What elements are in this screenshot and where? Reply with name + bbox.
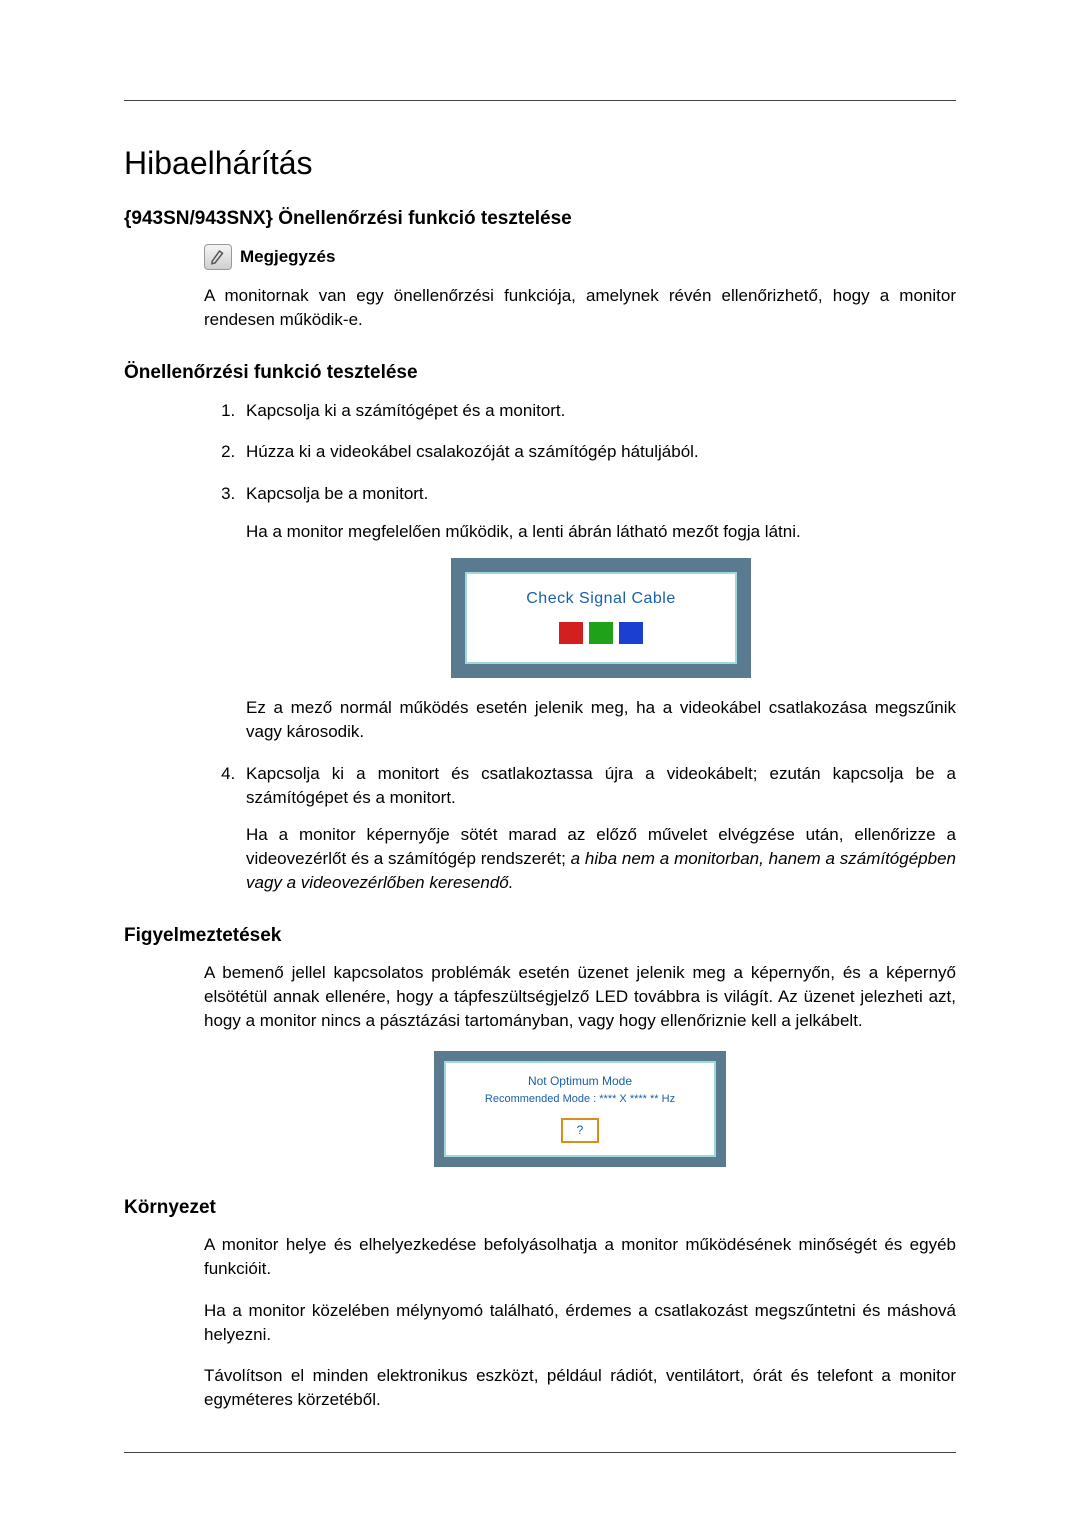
step-4-text: Kapcsolja ki a monitort és csatlakoztass… (246, 764, 956, 807)
step-4: Kapcsolja ki a monitort és csatlakoztass… (240, 762, 956, 895)
warnings-p1: A bemenő jellel kapcsolatos problémák es… (204, 961, 956, 1032)
env-p1: A monitor helye és elhelyezkedése befoly… (204, 1233, 956, 1281)
figure1-squares (477, 622, 725, 644)
figure-check-signal: Check Signal Cable (246, 558, 956, 678)
square-red (559, 622, 583, 644)
env-p3: Távolítson el minden elektronikus eszköz… (204, 1364, 956, 1412)
figure1-text: Check Signal Cable (477, 588, 725, 610)
heading-selftest: Önellenőrzési funkció tesztelése (124, 360, 956, 387)
heading-environment: Környezet (124, 1195, 956, 1222)
figure2-question: ? (561, 1118, 600, 1143)
figure2-line1: Not Optimum Mode (452, 1073, 708, 1090)
bottom-rule (124, 1452, 956, 1453)
step-3-text: Kapcsolja be a monitort. (246, 484, 428, 503)
note-icon (204, 244, 232, 270)
top-rule (124, 100, 956, 101)
heading-warnings: Figyelmeztetések (124, 923, 956, 950)
step-2-text: Húzza ki a videokábel csalakozóját a szá… (246, 442, 699, 461)
step-3-p2: Ez a mező normál működés esetén jelenik … (246, 696, 956, 744)
subtitle-selftest-model: {943SN/943SNX} Önellenőrzési funkció tes… (124, 206, 956, 233)
square-blue (619, 622, 643, 644)
note-label: Megjegyzés (240, 245, 335, 269)
step-1: Kapcsolja ki a számítógépet és a monitor… (240, 399, 956, 423)
figure1-inner: Check Signal Cable (465, 572, 737, 664)
step-4-p1: Ha a monitor képernyője sötét marad az e… (246, 823, 956, 894)
step-3: Kapcsolja be a monitort. Ha a monitor me… (240, 482, 956, 744)
figure-not-optimum: Not Optimum Mode Recommended Mode : ****… (204, 1051, 956, 1167)
env-p2: Ha a monitor közelében mélynyomó találha… (204, 1299, 956, 1347)
note-text: A monitornak van egy önellenőrzési funkc… (204, 284, 956, 332)
square-green (589, 622, 613, 644)
figure2-inner: Not Optimum Mode Recommended Mode : ****… (444, 1061, 716, 1157)
figure2-line2: Recommended Mode : **** X **** ** Hz (452, 1092, 708, 1107)
step-1-text: Kapcsolja ki a számítógépet és a monitor… (246, 401, 565, 420)
figure1-outer: Check Signal Cable (451, 558, 751, 678)
note-line: Megjegyzés (204, 244, 956, 270)
figure2-outer: Not Optimum Mode Recommended Mode : ****… (434, 1051, 726, 1167)
step-3-p1: Ha a monitor megfelelően működik, a lent… (246, 520, 956, 544)
step-2: Húzza ki a videokábel csalakozóját a szá… (240, 440, 956, 464)
page-title: Hibaelhárítás (124, 141, 956, 186)
steps-list: Kapcsolja ki a számítógépet és a monitor… (204, 399, 956, 895)
